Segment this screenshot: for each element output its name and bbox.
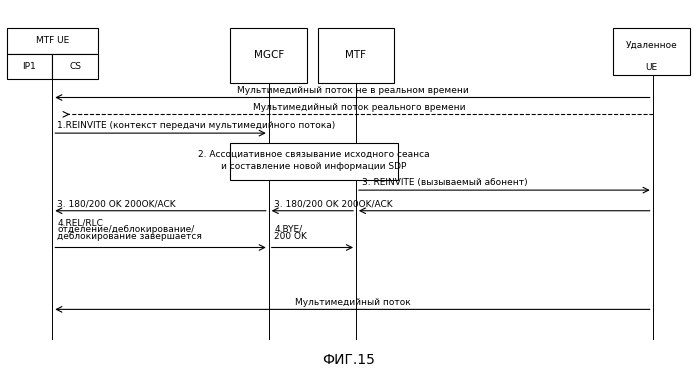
Bar [230, 28, 307, 82]
Bar [7, 54, 52, 79]
Text: 3. 180/200 OK 200OK/ACK: 3. 180/200 OK 200OK/ACK [57, 199, 176, 208]
Text: 4.BYE/: 4.BYE/ [274, 225, 302, 234]
Text: 3. 180/200 OK 200OK/ACK: 3. 180/200 OK 200OK/ACK [274, 199, 393, 208]
Bar [230, 142, 398, 180]
Text: Мультимедийный поток не в реальном времени: Мультимедийный поток не в реальном време… [237, 86, 468, 95]
Text: Удаленное: Удаленное [625, 41, 677, 50]
Text: 2. Ассоциативное связывание исходного сеанса
и составление новой информации SDP: 2. Ассоциативное связывание исходного се… [198, 150, 430, 171]
Text: Мультимедийный поток: Мультимедийный поток [295, 298, 410, 307]
Text: 3. REINVITE (вызываемый абонент): 3. REINVITE (вызываемый абонент) [362, 178, 527, 188]
Text: IP1: IP1 [22, 62, 36, 71]
Text: MTF UE: MTF UE [36, 36, 69, 45]
Bar [52, 54, 98, 79]
Text: отделение/деблокирование/: отделение/деблокирование/ [57, 225, 195, 234]
Text: ФИГ.15: ФИГ.15 [322, 353, 376, 367]
Text: MGCF: MGCF [253, 51, 284, 60]
Text: Мультимедийный поток реального времени: Мультимедийный поток реального времени [253, 103, 466, 112]
Text: MTF: MTF [346, 51, 366, 60]
Text: 1.REINVITE (контекст передачи мультимедийного потока): 1.REINVITE (контекст передачи мультимеди… [57, 122, 336, 130]
Text: CS: CS [69, 62, 82, 71]
Bar [318, 28, 394, 82]
Text: деблокирование завершается: деблокирование завершается [57, 232, 202, 241]
Bar [7, 28, 98, 54]
Bar [613, 28, 690, 75]
Text: UE: UE [645, 63, 658, 72]
Text: 4.REL/RLC: 4.REL/RLC [57, 218, 103, 227]
Text: 200 OK: 200 OK [274, 232, 307, 241]
